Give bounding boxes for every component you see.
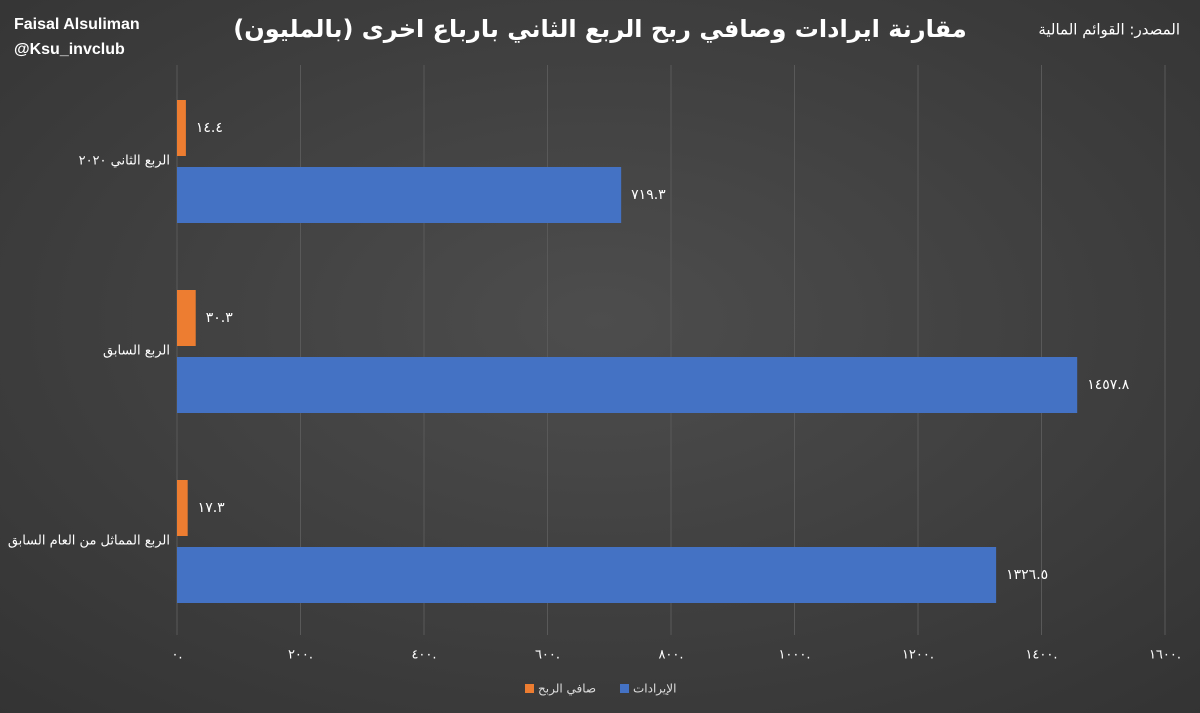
legend-label: صافي الربح <box>538 682 596 697</box>
chart-title: مقارنة ايرادات وصافي ربح الربع الثاني با… <box>233 15 966 43</box>
data-label: ١٣٢٦.٥ <box>1006 567 1048 583</box>
x-tick-label: ٨٠٠. <box>658 648 683 663</box>
source: المصدر: القوائم المالية <box>1038 21 1180 39</box>
x-tick-label: ٦٠٠. <box>535 648 560 663</box>
bar <box>177 100 186 156</box>
x-tick-label: ٤٠٠. <box>411 648 436 663</box>
legend-swatch <box>620 684 629 693</box>
x-tick-label: ٢٠٠. <box>288 648 313 663</box>
bar <box>177 167 622 223</box>
legend-label: الإيرادات <box>633 682 676 697</box>
x-tick-label: ١٦٠٠. <box>1149 648 1181 663</box>
x-tick-label: ١٤٠٠. <box>1025 648 1057 663</box>
y-tick-label: الربع السابق <box>103 344 170 359</box>
y-tick-label: الربع المماثل من العام السابق <box>8 534 170 549</box>
data-label: ٧١٩.٣ <box>631 187 666 203</box>
data-label: ٣٠.٣ <box>206 310 233 326</box>
author: Faisal Alsuliman <box>14 16 140 33</box>
handle: @Ksu_invclub <box>14 41 125 58</box>
bar <box>177 547 997 603</box>
data-label: ١٤.٤ <box>196 120 223 136</box>
y-tick-label: الربع الثاني ٢٠٢٠ <box>79 154 170 169</box>
data-label: ١٤٥٧.٨ <box>1087 377 1130 393</box>
x-tick-label: ٠. <box>171 648 182 663</box>
x-tick-label: ١٠٠٠. <box>778 648 810 663</box>
x-tick-label: ١٢٠٠. <box>902 648 934 663</box>
data-label: ١٧.٣ <box>198 500 225 516</box>
bar <box>177 290 196 346</box>
bar <box>177 480 188 536</box>
bar <box>177 357 1078 413</box>
legend-swatch <box>525 684 534 693</box>
